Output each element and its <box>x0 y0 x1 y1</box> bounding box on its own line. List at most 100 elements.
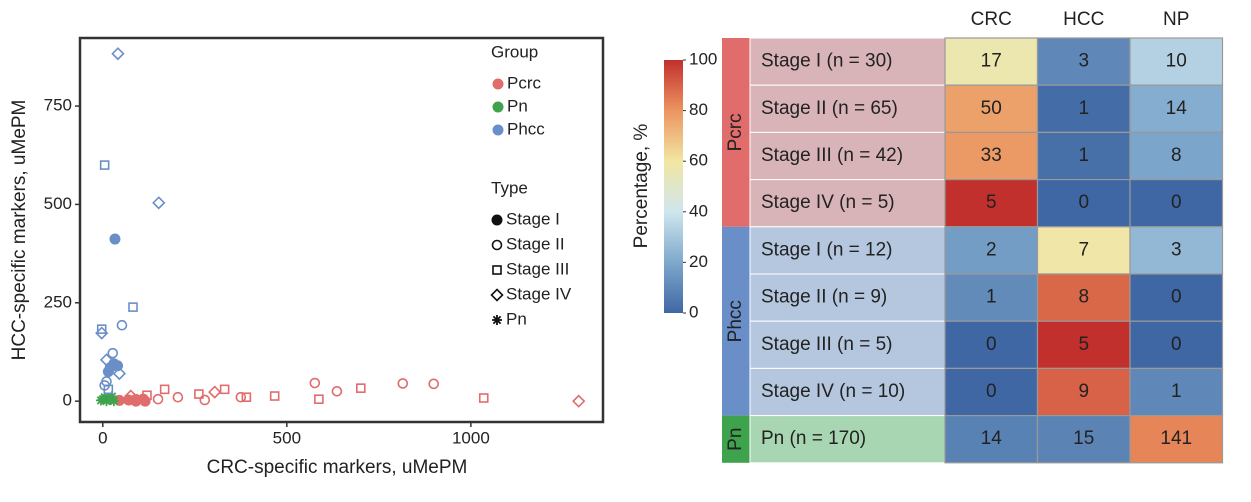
group-label: Pcrc <box>725 113 746 151</box>
heatmap-cell <box>944 415 1039 464</box>
column-header: HCC <box>1063 9 1104 30</box>
scatter-point <box>108 396 119 407</box>
cell-label: 3 <box>1078 51 1089 72</box>
row-label-bg <box>749 415 946 464</box>
scatter-point <box>172 391 184 403</box>
heatmap-cell <box>1129 226 1224 275</box>
heatmap-cell <box>1129 367 1224 417</box>
colorbar-tick-label: 20 <box>689 252 708 271</box>
group-strip <box>722 38 750 227</box>
scatter-point <box>95 326 109 340</box>
row-label: Stage I (n = 12) <box>761 239 893 260</box>
row-label: Stage II (n = 65) <box>761 98 898 119</box>
cell-label: 5 <box>1078 334 1089 355</box>
legend-swatch <box>492 124 504 136</box>
scatter-point <box>314 394 324 404</box>
cell-label: 17 <box>981 51 1002 72</box>
scatter-point <box>95 395 106 406</box>
cell-label: 7 <box>1078 239 1089 260</box>
legend-label: Stage III <box>506 259 569 278</box>
y-tick-label: 250 <box>44 292 72 311</box>
scatter-point <box>219 384 230 395</box>
scatter-point <box>112 366 127 381</box>
row-label-bg <box>749 367 946 417</box>
scatter-point <box>309 377 321 389</box>
group-label: Pn <box>725 428 746 451</box>
row-label-bg <box>749 84 946 133</box>
legend-label: Pn <box>507 96 528 115</box>
row-label-bg <box>749 226 946 275</box>
cell-label: 2 <box>986 239 997 260</box>
heatmap-cell <box>1036 131 1131 181</box>
scatter-point <box>235 391 247 403</box>
legend-label: Stage I <box>506 209 560 228</box>
heatmap-cell <box>1036 273 1131 322</box>
scatter-point <box>428 378 439 390</box>
heatmap-cell <box>1036 37 1131 86</box>
column-header: CRC <box>971 9 1012 30</box>
scatter-point <box>241 392 252 403</box>
cell-label: 10 <box>1166 51 1187 72</box>
legend-swatch <box>492 265 502 275</box>
heatmap-cell <box>944 367 1039 417</box>
heatmap-cell <box>1036 415 1131 464</box>
scatter-point <box>111 47 125 61</box>
cell-label: 8 <box>1171 145 1182 166</box>
scatter-point <box>102 366 114 378</box>
scatter-point <box>152 196 166 210</box>
scatter-point <box>331 386 343 397</box>
heatmap-cell <box>1129 320 1224 370</box>
y-tick-label: 750 <box>44 96 72 115</box>
legend-swatch <box>491 214 503 226</box>
x-axis-label: CRC-specific markers, uMePM <box>207 457 468 478</box>
heatmap-cell <box>1129 37 1224 86</box>
scatter-point <box>397 378 409 389</box>
legend-label: Pcrc <box>507 73 542 92</box>
scatter-point <box>107 391 118 402</box>
scatter-point <box>139 395 151 407</box>
group-strip <box>722 226 750 416</box>
row-label-bg <box>749 131 946 181</box>
y-axis-label: HCC-specific markers, uMePM <box>9 100 30 361</box>
group-strip <box>722 415 750 463</box>
scatter-point <box>128 302 138 312</box>
y-tick-label: 0 <box>63 391 72 410</box>
cell-label: 1 <box>986 287 997 308</box>
scatter-point <box>572 394 586 408</box>
scatter-point <box>152 393 164 405</box>
row-label: Pn (n = 170) <box>761 428 866 449</box>
scatter-point <box>124 389 138 403</box>
cell-label: 15 <box>1073 428 1094 449</box>
legend-title: Group <box>491 42 538 61</box>
group-label: Phcc <box>725 300 746 342</box>
row-label: Stage III (n = 42) <box>761 145 903 166</box>
x-tick-label: 1000 <box>452 428 490 447</box>
cell-label: 0 <box>986 334 997 355</box>
scatter-point <box>199 394 211 406</box>
row-label: Stage III (n = 5) <box>761 334 893 355</box>
row-label-bg <box>749 37 946 86</box>
scatter-point <box>208 385 222 399</box>
row-label: Stage IV (n = 10) <box>761 381 905 402</box>
row-label: Stage I (n = 30) <box>761 51 893 72</box>
legend-swatch <box>491 239 503 251</box>
heatmap-cell <box>1129 273 1224 322</box>
scatter-point <box>101 396 112 407</box>
cell-label: 3 <box>1171 239 1182 260</box>
cell-label: 9 <box>1078 381 1089 402</box>
scatter-point <box>105 394 116 405</box>
colorbar-tick-label: 100 <box>689 49 717 68</box>
cell-label: 5 <box>986 192 997 213</box>
legend-label: Stage II <box>506 234 565 253</box>
cell-label: 1 <box>1171 381 1182 402</box>
x-tick-label: 500 <box>273 428 301 447</box>
row-label: Stage IV (n = 5) <box>761 192 895 213</box>
colorbar <box>664 60 683 313</box>
cell-label: 1 <box>1078 145 1089 166</box>
heatmap-cell <box>944 84 1039 133</box>
colorbar-label: Percentage, % <box>631 124 652 249</box>
scatter-point <box>356 383 366 393</box>
cell-label: 8 <box>1078 287 1089 308</box>
heatmap-cell <box>1036 226 1131 275</box>
cell-label: 50 <box>981 98 1002 119</box>
